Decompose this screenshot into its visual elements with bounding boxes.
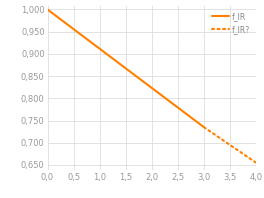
- Legend: f_IR, f_IR?: f_IR, f_IR?: [210, 10, 252, 36]
- f_IR?: [202, 126, 205, 128]
- f_IR: [202, 126, 205, 128]
- f_IR?: [254, 162, 258, 164]
- Line: f_IR?: f_IR?: [204, 127, 256, 163]
- f_IR: [46, 8, 49, 11]
- Line: f_IR: f_IR: [48, 10, 204, 127]
